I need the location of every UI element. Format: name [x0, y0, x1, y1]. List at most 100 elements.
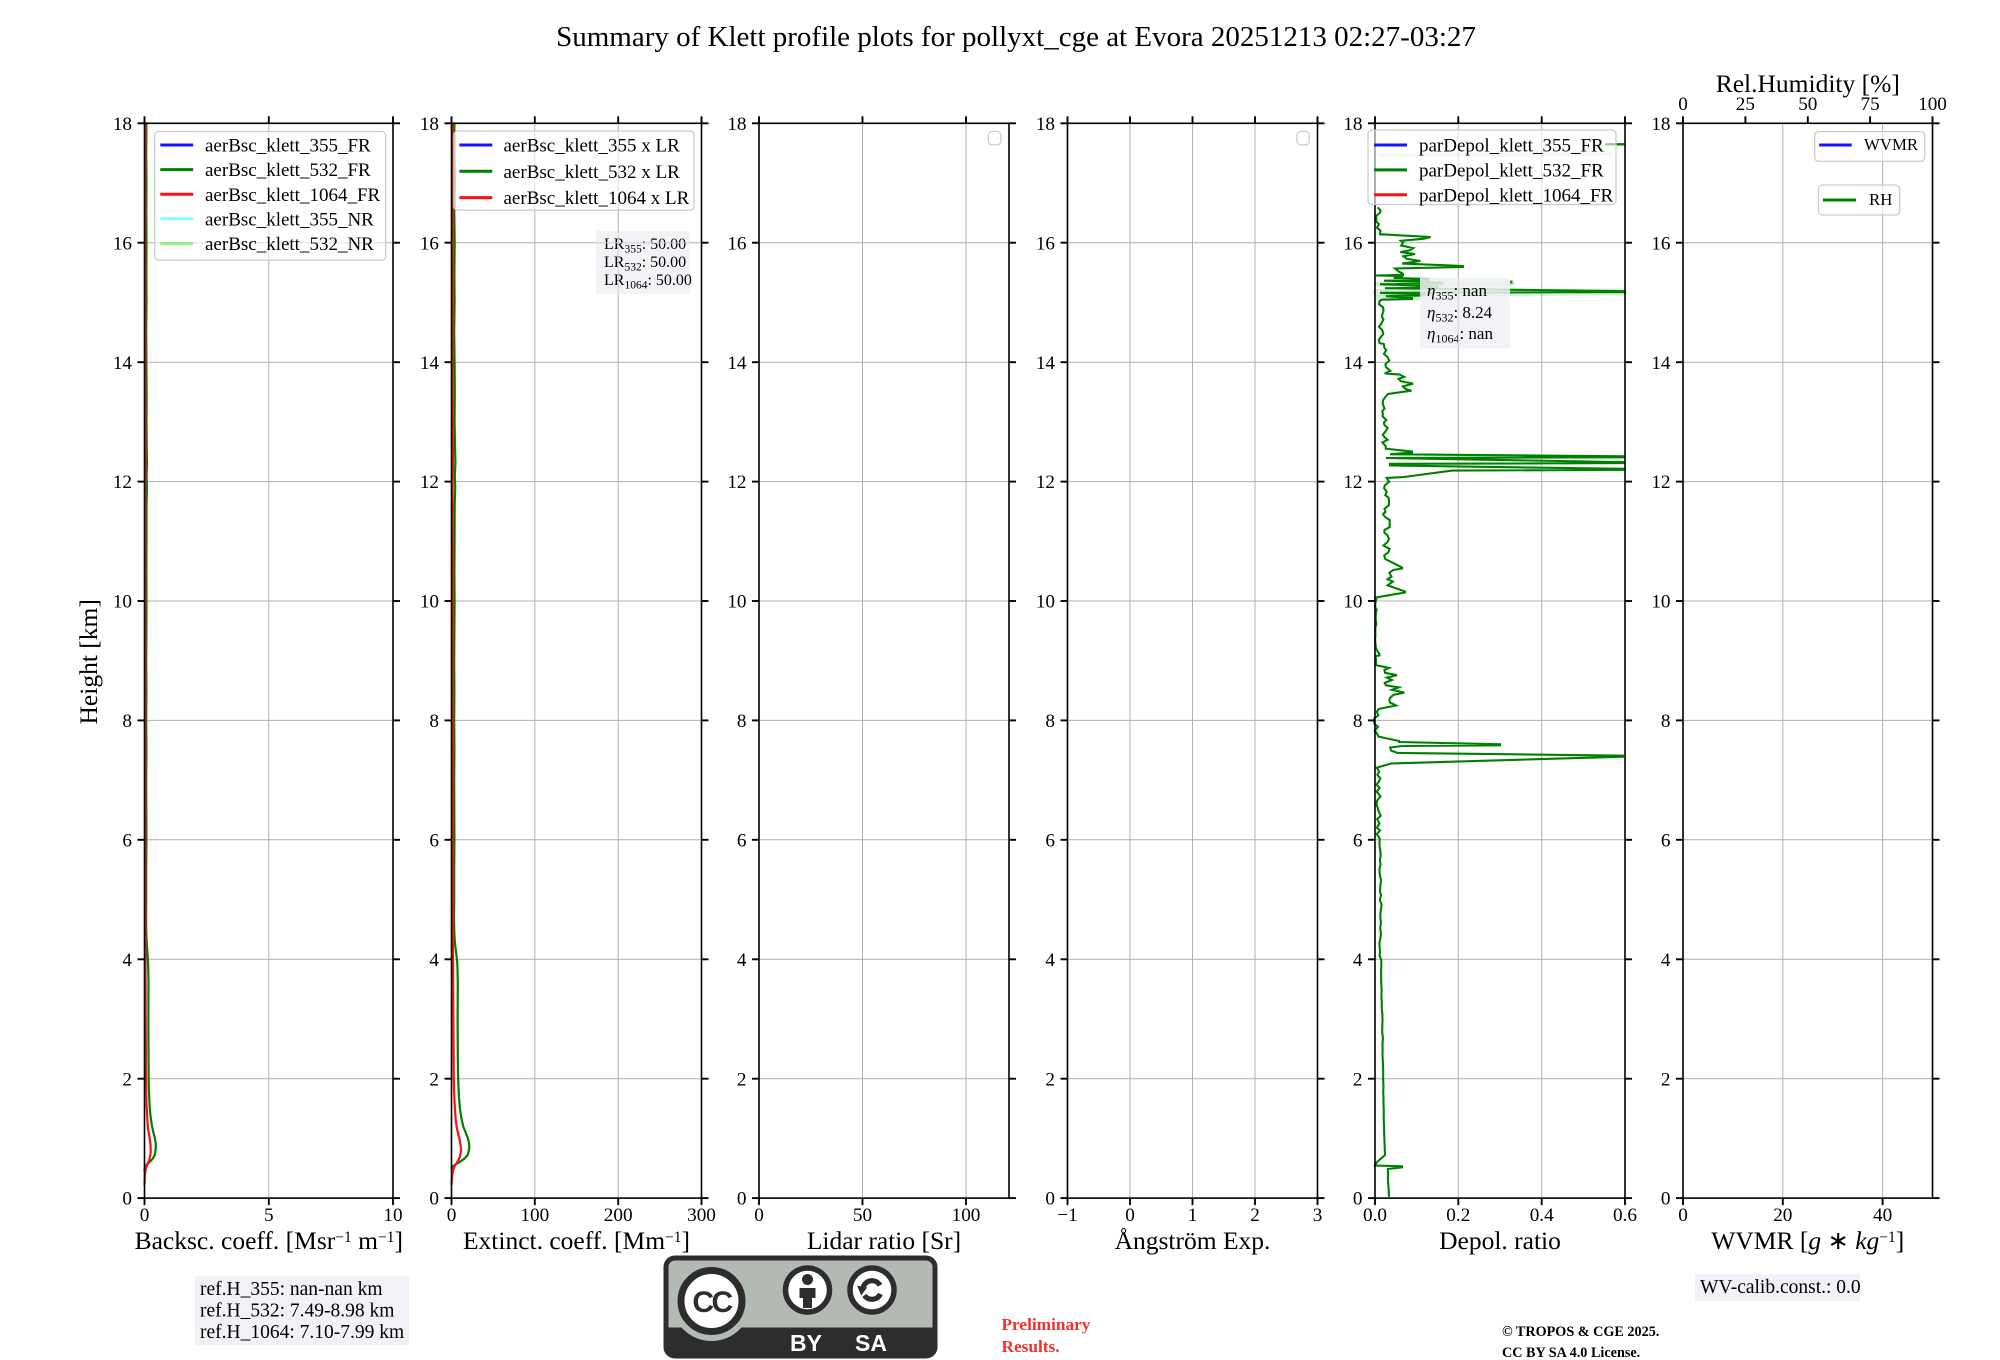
- svg-text:aerBsc_klett_532_NR: aerBsc_klett_532_NR: [205, 234, 374, 255]
- svg-text:2: 2: [122, 1069, 132, 1090]
- svg-text:10: 10: [1343, 592, 1362, 613]
- svg-text:0: 0: [140, 1205, 150, 1226]
- svg-text:CC BY SA 4.0 License.: CC BY SA 4.0 License.: [1502, 1345, 1640, 1360]
- svg-text:parDepol_klett_532_FR: parDepol_klett_532_FR: [1419, 161, 1604, 182]
- svg-text:Summary of Klett profile plots: Summary of Klett profile plots for polly…: [556, 21, 1476, 53]
- svg-text:10: 10: [1651, 592, 1670, 613]
- svg-text:SA: SA: [855, 1330, 887, 1356]
- svg-text:2: 2: [1045, 1069, 1055, 1090]
- svg-text:8: 8: [122, 711, 132, 732]
- svg-text:18: 18: [113, 114, 132, 135]
- svg-text:0: 0: [1661, 1189, 1671, 1210]
- svg-text:aerBsc_klett_1064 x LR: aerBsc_klett_1064 x LR: [504, 188, 690, 209]
- svg-text:0: 0: [447, 1205, 457, 1226]
- svg-text:16: 16: [1651, 233, 1671, 254]
- svg-text:16: 16: [113, 233, 133, 254]
- svg-text:18: 18: [420, 114, 439, 135]
- svg-text:0: 0: [429, 1189, 439, 1210]
- svg-text:Preliminary: Preliminary: [1002, 1315, 1091, 1334]
- svg-text:12: 12: [1036, 472, 1055, 493]
- svg-text:2: 2: [1661, 1069, 1671, 1090]
- svg-text:BY: BY: [790, 1330, 822, 1356]
- svg-text:parDepol_klett_355_FR: parDepol_klett_355_FR: [1419, 136, 1604, 157]
- svg-text:CC: CC: [692, 1286, 732, 1319]
- svg-text:0.2: 0.2: [1446, 1205, 1470, 1226]
- svg-text:4: 4: [1353, 950, 1363, 971]
- svg-text:0: 0: [1125, 1205, 1135, 1226]
- svg-text:0: 0: [1678, 1205, 1688, 1226]
- svg-text:50: 50: [1798, 94, 1817, 115]
- svg-text:6: 6: [1353, 830, 1363, 851]
- svg-text:2: 2: [429, 1069, 439, 1090]
- svg-text:LR1064: 50.00: LR1064: 50.00: [604, 272, 692, 292]
- svg-text:ref.H_355: nan-nan km: ref.H_355: nan-nan km: [200, 1279, 383, 1300]
- svg-text:4: 4: [122, 950, 132, 971]
- svg-text:0: 0: [1353, 1189, 1363, 1210]
- svg-text:0: 0: [754, 1205, 764, 1226]
- svg-text:0: 0: [1045, 1189, 1055, 1210]
- svg-text:aerBsc_klett_355_NR: aerBsc_klett_355_NR: [205, 209, 374, 230]
- svg-text:aerBsc_klett_355_FR: aerBsc_klett_355_FR: [205, 136, 371, 157]
- svg-text:8: 8: [737, 711, 747, 732]
- svg-text:18: 18: [1651, 114, 1670, 135]
- svg-text:16: 16: [420, 233, 440, 254]
- svg-text:η355: nan: η355: nan: [1427, 281, 1487, 303]
- svg-text:20: 20: [1773, 1205, 1792, 1226]
- svg-text:4: 4: [1045, 950, 1055, 971]
- svg-text:Rel.Humidity [%]: Rel.Humidity [%]: [1716, 69, 1900, 98]
- svg-text:LR355: 50.00: LR355: 50.00: [604, 236, 686, 256]
- svg-text:100: 100: [1918, 94, 1947, 115]
- svg-text:6: 6: [122, 830, 132, 851]
- svg-text:0.0: 0.0: [1363, 1205, 1387, 1226]
- svg-text:6: 6: [1045, 830, 1055, 851]
- svg-text:300: 300: [687, 1205, 716, 1226]
- svg-text:14: 14: [1651, 353, 1671, 374]
- svg-text:8: 8: [1045, 711, 1055, 732]
- svg-text:16: 16: [1343, 233, 1363, 254]
- svg-text:WVMR [g ∗ kg−1]: WVMR [g ∗ kg−1]: [1711, 1226, 1904, 1255]
- svg-text:aerBsc_klett_1064_FR: aerBsc_klett_1064_FR: [205, 185, 381, 206]
- svg-text:LR532: 50.00: LR532: 50.00: [604, 254, 686, 274]
- svg-text:2: 2: [1353, 1069, 1363, 1090]
- svg-text:12: 12: [1343, 472, 1362, 493]
- svg-text:10: 10: [727, 592, 746, 613]
- svg-text:12: 12: [420, 472, 439, 493]
- svg-text:WV-calib.const.: 0.0: WV-calib.const.: 0.0: [1700, 1277, 1861, 1298]
- svg-text:4: 4: [429, 950, 439, 971]
- svg-text:Depol. ratio: Depol. ratio: [1439, 1226, 1561, 1255]
- svg-text:Ångström Exp.: Ångström Exp.: [1115, 1226, 1271, 1255]
- svg-text:ref.H_1064: 7.10-7.99 km: ref.H_1064: 7.10-7.99 km: [200, 1322, 404, 1343]
- svg-text:8: 8: [429, 711, 439, 732]
- svg-text:12: 12: [1651, 472, 1670, 493]
- svg-text:RH: RH: [1869, 190, 1892, 209]
- svg-text:Extinct. coeff. [Mm−1]: Extinct. coeff. [Mm−1]: [463, 1226, 690, 1255]
- svg-text:WVMR: WVMR: [1864, 135, 1919, 154]
- svg-text:100: 100: [952, 1205, 981, 1226]
- svg-text:100: 100: [520, 1205, 549, 1226]
- svg-text:8: 8: [1661, 711, 1671, 732]
- svg-text:0.4: 0.4: [1530, 1205, 1554, 1226]
- svg-text:75: 75: [1861, 94, 1880, 115]
- svg-text:18: 18: [727, 114, 746, 135]
- svg-text:18: 18: [1343, 114, 1362, 135]
- svg-text:6: 6: [737, 830, 747, 851]
- svg-text:2: 2: [1250, 1205, 1260, 1226]
- svg-text:1: 1: [1188, 1205, 1198, 1226]
- svg-text:12: 12: [113, 472, 132, 493]
- svg-text:10: 10: [113, 592, 132, 613]
- svg-text:14: 14: [1343, 353, 1363, 374]
- svg-text:12: 12: [727, 472, 746, 493]
- svg-text:Lidar ratio [Sr]: Lidar ratio [Sr]: [807, 1226, 961, 1255]
- svg-text:ref.H_532: 7.49-8.98 km: ref.H_532: 7.49-8.98 km: [200, 1301, 394, 1322]
- svg-text:0.6: 0.6: [1613, 1205, 1637, 1226]
- svg-text:16: 16: [1036, 233, 1056, 254]
- svg-text:Results.: Results.: [1002, 1337, 1060, 1356]
- svg-text:18: 18: [1036, 114, 1055, 135]
- svg-text:200: 200: [604, 1205, 633, 1226]
- svg-text:3: 3: [1313, 1205, 1323, 1226]
- svg-text:aerBsc_klett_355 x LR: aerBsc_klett_355 x LR: [504, 136, 681, 157]
- svg-text:4: 4: [737, 950, 747, 971]
- svg-text:© TROPOS & CGE 2025.: © TROPOS & CGE 2025.: [1502, 1324, 1659, 1340]
- svg-text:−1: −1: [1057, 1205, 1077, 1226]
- svg-text:aerBsc_klett_532 x LR: aerBsc_klett_532 x LR: [504, 162, 681, 183]
